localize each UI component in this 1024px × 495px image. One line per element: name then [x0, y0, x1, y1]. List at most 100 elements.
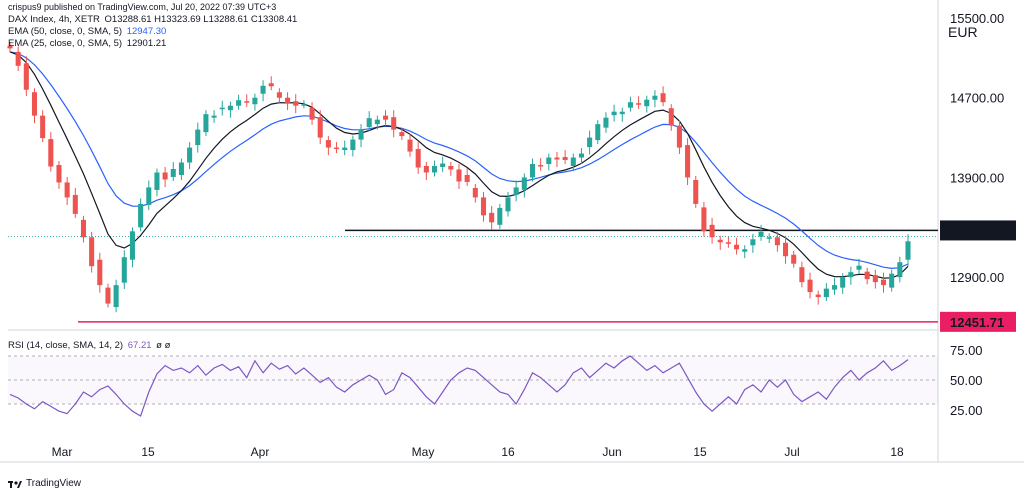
- candle-body: [203, 114, 209, 133]
- candle: [840, 273, 846, 295]
- footer: TradingView: [8, 478, 81, 489]
- price-tick-label: 13900.00: [950, 170, 1004, 185]
- candle-body: [815, 294, 821, 298]
- level-price-tag-label: 13368.72: [950, 223, 1004, 238]
- candle: [538, 158, 544, 171]
- candle: [766, 233, 772, 243]
- candle-body: [309, 107, 315, 120]
- date-tick-label: 18: [890, 445, 904, 459]
- level-lines: [8, 229, 938, 323]
- rsi-legend-label: RSI (14, close, SMA, 14, 2): [8, 340, 124, 351]
- tradingview-logo-icon: [8, 480, 22, 488]
- price-tick-label: 15500.00: [950, 11, 1004, 26]
- candle: [244, 94, 250, 107]
- candle: [587, 130, 593, 155]
- candle: [750, 233, 756, 253]
- candle: [676, 120, 682, 154]
- candle: [480, 191, 487, 222]
- candle-body: [440, 163, 446, 168]
- candle-body: [170, 168, 176, 177]
- candle-body: [497, 207, 503, 225]
- candle-body: [717, 239, 723, 243]
- candle: [72, 187, 78, 218]
- candle-body: [105, 287, 111, 304]
- candle: [791, 250, 797, 268]
- candle-body: [252, 97, 258, 105]
- date-tick-label: Jul: [784, 445, 799, 459]
- candle-body: [80, 219, 87, 238]
- candle: [578, 148, 584, 164]
- candle: [80, 215, 87, 243]
- candle: [374, 115, 380, 130]
- candle-body: [138, 203, 144, 228]
- candle: [595, 120, 601, 145]
- candle-body: [489, 212, 495, 223]
- candle: [864, 267, 870, 285]
- candle-body: [668, 108, 674, 126]
- candle: [195, 122, 201, 153]
- currency-label: EUR: [948, 24, 978, 40]
- price-tick-label: 12900.00: [950, 270, 1004, 285]
- candle: [783, 235, 789, 264]
- candle: [619, 107, 625, 122]
- candle: [717, 235, 723, 250]
- date-tick-label: May: [412, 445, 435, 459]
- candle-body: [562, 157, 568, 161]
- candle: [97, 252, 103, 293]
- candle-body: [766, 237, 772, 239]
- candle-body: [701, 207, 707, 232]
- candle: [23, 56, 29, 97]
- candle: [652, 90, 658, 108]
- candle: [627, 96, 633, 112]
- candle: [48, 132, 54, 172]
- candle: [268, 76, 274, 91]
- level-price-tag: [940, 220, 1016, 241]
- candle: [831, 278, 838, 295]
- ema50-legend: EMA (50, close, 0, SMA, 5) 12947.30: [8, 26, 168, 37]
- candle-body: [7, 45, 13, 49]
- candle: [56, 161, 62, 189]
- candle-body: [48, 139, 54, 167]
- candle: [440, 156, 446, 173]
- candle-body: [480, 197, 487, 216]
- candle: [391, 110, 397, 138]
- candle: [505, 191, 511, 217]
- candle: [513, 180, 519, 202]
- candle: [382, 110, 389, 127]
- level-price-tag: [940, 311, 1016, 332]
- candle-body: [285, 97, 291, 104]
- candle-body: [129, 231, 135, 260]
- ema25-path: [9, 51, 909, 279]
- candle: [105, 283, 111, 308]
- level-price-tag-label: 12451.71: [950, 315, 1004, 330]
- candle: [848, 266, 854, 285]
- candle: [668, 104, 674, 131]
- candle-body: [64, 182, 70, 198]
- candle-body: [162, 172, 168, 180]
- candle-body: [611, 111, 617, 116]
- candle-body: [603, 117, 609, 128]
- candle-body: [546, 157, 552, 165]
- candle-body: [627, 102, 633, 108]
- date-tick-label: Mar: [52, 445, 73, 459]
- candle-body: [807, 279, 813, 293]
- rsi-path: [9, 355, 909, 417]
- symbol-label: DAX Index, 4h, XETR: [8, 14, 100, 25]
- date-axis: Mar 15 Apr May 16 Jun 15 Jul 18: [52, 445, 904, 459]
- candle: [562, 150, 568, 165]
- candle: [660, 86, 666, 107]
- candle: [415, 142, 421, 174]
- candle: [489, 205, 495, 230]
- candle: [799, 261, 805, 288]
- candles: [7, 41, 911, 313]
- candle-body: [538, 165, 544, 167]
- candle-body: [554, 157, 560, 160]
- candle: [880, 272, 887, 293]
- candle-body: [693, 179, 699, 204]
- candle-body: [472, 187, 478, 198]
- candle: [342, 140, 348, 156]
- candle: [260, 80, 266, 102]
- candle-body: [619, 111, 625, 115]
- candle-body: [350, 139, 356, 151]
- candle-body: [195, 129, 201, 146]
